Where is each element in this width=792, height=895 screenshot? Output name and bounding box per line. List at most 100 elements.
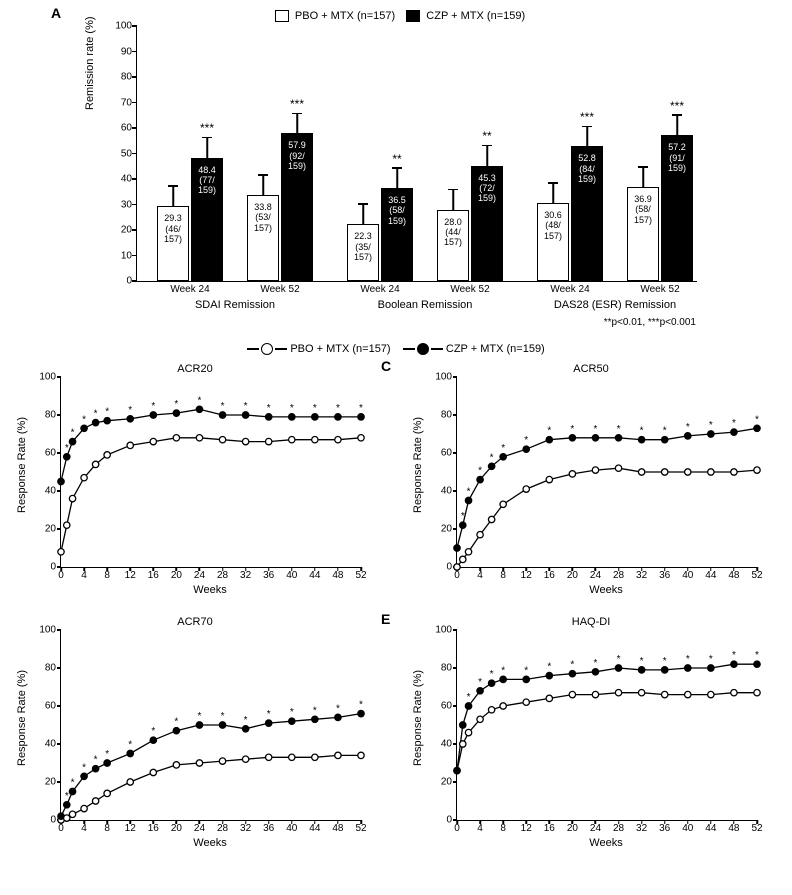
legend-pbo: PBO + MTX (n=157) — [295, 10, 395, 22]
svg-text:*: * — [467, 692, 471, 703]
panel-a-ylabel: Remission rate (%) — [84, 16, 96, 110]
svg-text:*: * — [663, 426, 667, 437]
svg-text:*: * — [709, 420, 713, 431]
svg-text:*: * — [501, 443, 505, 454]
svg-text:*: * — [570, 424, 574, 435]
bar-czp: 45.3 (72/ 159) — [471, 166, 503, 282]
x-axis-label: Weeks — [456, 837, 756, 849]
bar-label: 28.0 (44/ 157) — [438, 217, 468, 248]
bar-pbo: 30.6 (48/ 157) — [537, 203, 569, 281]
svg-text:*: * — [663, 656, 667, 667]
svg-text:*: * — [686, 654, 690, 665]
svg-text:*: * — [174, 717, 178, 728]
y-tick: 80 — [102, 72, 132, 83]
svg-text:*: * — [71, 428, 75, 439]
svg-text:*: * — [570, 660, 574, 671]
svg-text:*: * — [478, 677, 482, 688]
bar-pbo: 36.9 (58/ 157) — [627, 187, 659, 281]
significance-marker: ** — [392, 152, 401, 166]
legend-czp: CZP + MTX (n=159) — [426, 10, 525, 22]
svg-text:*: * — [244, 715, 248, 726]
bar-czp: 57.2 (91/ 159) — [661, 135, 693, 281]
panel-e: EHAQ-DIResponse Rate (%)0204060801000481… — [406, 616, 776, 849]
panel-label: C — [381, 358, 391, 374]
svg-text:*: * — [94, 409, 98, 420]
x-group-label: SDAI Remission — [155, 281, 315, 311]
panel-b: BACR20Response Rate (%)02040608010004812… — [10, 363, 380, 596]
y-tick: 0 — [102, 276, 132, 287]
bar-czp: 36.5 (58/ 159) — [381, 188, 413, 281]
line-chart: 0204060801000481216202428323640444852***… — [456, 630, 757, 821]
line-chart: 0204060801000481216202428323640444852***… — [456, 377, 757, 568]
svg-text:*: * — [617, 654, 621, 665]
line-chart: 0204060801000481216202428323640444852***… — [60, 377, 361, 568]
svg-text:*: * — [82, 414, 86, 425]
svg-text:*: * — [524, 435, 528, 446]
svg-text:*: * — [221, 711, 225, 722]
bar-label: 57.2 (91/ 159) — [662, 142, 692, 173]
svg-text:*: * — [267, 403, 271, 414]
line-legend: PBO + MTX (n=157) CZP + MTX (n=159) — [10, 343, 782, 355]
svg-text:*: * — [524, 666, 528, 677]
panel-a-footnote: **p<0.01, ***p<0.001 — [76, 317, 696, 328]
svg-text:*: * — [313, 705, 317, 716]
line-legend-czp: CZP + MTX (n=159) — [446, 343, 545, 355]
panel-title: ACR70 — [10, 616, 380, 628]
y-tick: 20 — [102, 225, 132, 236]
bar-label: 22.3 (35/ 157) — [348, 231, 378, 262]
significance-marker: ** — [482, 129, 491, 143]
svg-text:*: * — [336, 403, 340, 414]
svg-text:*: * — [94, 755, 98, 766]
panel-d: DACR70Response Rate (%)02040608010004812… — [10, 616, 380, 849]
bar-label: 48.4 (77/ 159) — [192, 165, 222, 196]
marker-czp-icon — [417, 343, 429, 355]
y-tick: 10 — [102, 250, 132, 261]
bar-label: 30.6 (48/ 157) — [538, 210, 568, 241]
panel-a-chart: 010203040506070809010029.3 (46/ 157)48.4… — [136, 26, 697, 282]
bar-label: 52.8 (84/ 159) — [572, 153, 602, 184]
y-tick: 50 — [102, 148, 132, 159]
swatch-czp — [406, 10, 420, 22]
panel-a: A PBO + MTX (n=157) CZP + MTX (n=159) Re… — [76, 10, 716, 328]
y-tick: 60 — [102, 123, 132, 134]
svg-text:*: * — [501, 666, 505, 677]
svg-text:*: * — [221, 401, 225, 412]
svg-text:*: * — [490, 669, 494, 680]
x-axis-label: Weeks — [456, 584, 756, 596]
svg-text:*: * — [198, 711, 202, 722]
svg-text:*: * — [755, 414, 759, 425]
x-group-label: DAS28 (ESR) Remission — [535, 281, 695, 311]
svg-text:*: * — [82, 762, 86, 773]
y-tick: 100 — [102, 21, 132, 32]
svg-text:*: * — [151, 401, 155, 412]
svg-text:*: * — [267, 709, 271, 720]
line-legend-pbo: PBO + MTX (n=157) — [290, 343, 390, 355]
y-axis-label: Response Rate (%) — [16, 417, 28, 513]
svg-text:*: * — [547, 662, 551, 673]
svg-text:*: * — [732, 650, 736, 661]
significance-marker: *** — [290, 97, 304, 111]
svg-text:*: * — [359, 700, 363, 711]
bar-label: 36.9 (58/ 157) — [628, 194, 658, 225]
bar-label: 45.3 (72/ 159) — [472, 173, 502, 204]
significance-marker: *** — [580, 110, 594, 124]
svg-text:*: * — [490, 452, 494, 463]
svg-text:*: * — [313, 403, 317, 414]
panel-title: ACR20 — [10, 363, 380, 375]
y-tick: 30 — [102, 199, 132, 210]
significance-marker: *** — [670, 99, 684, 113]
svg-text:*: * — [128, 740, 132, 751]
bar-czp: 52.8 (84/ 159) — [571, 146, 603, 281]
svg-text:*: * — [686, 422, 690, 433]
y-tick: 70 — [102, 97, 132, 108]
panel-a-label: A — [51, 5, 61, 21]
bar-pbo: 28.0 (44/ 157) — [437, 210, 469, 281]
panel-title: HAQ-DI — [406, 616, 776, 628]
svg-text:*: * — [594, 658, 598, 669]
bar-pbo: 33.8 (53/ 157) — [247, 195, 279, 281]
svg-text:*: * — [105, 749, 109, 760]
svg-text:*: * — [478, 466, 482, 477]
bar-pbo: 22.3 (35/ 157) — [347, 224, 379, 281]
x-axis-label: Weeks — [60, 584, 360, 596]
bar-czp: 48.4 (77/ 159) — [191, 158, 223, 281]
